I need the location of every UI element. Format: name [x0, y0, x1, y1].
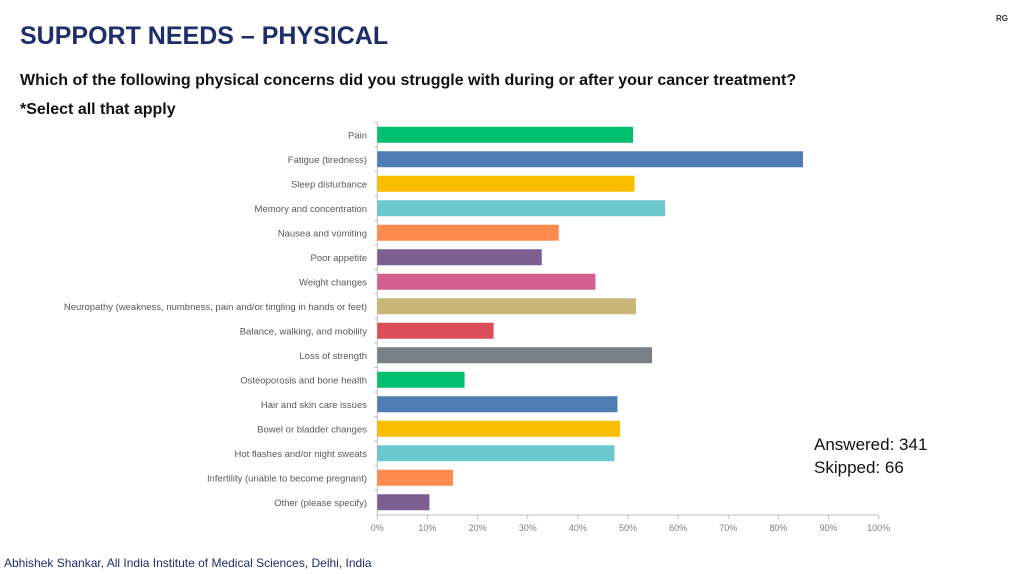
x-tick-label: 100% [867, 523, 890, 533]
bar [377, 469, 454, 486]
x-tick-label: 80% [769, 523, 787, 533]
category-label: Infertility (unable to become pregnant) [207, 473, 367, 484]
x-tick-label: 60% [669, 523, 687, 533]
category-label: Weight changes [299, 277, 367, 288]
bar [377, 224, 559, 241]
bar [377, 371, 465, 388]
category-label: Fatigue (tiredness) [288, 155, 367, 166]
category-label: Bowel or bladder changes [257, 424, 367, 435]
x-tick-label: 90% [820, 523, 838, 533]
question-text: Which of the following physical concerns… [20, 72, 797, 89]
bar [377, 420, 620, 437]
footer-credit: Abhishek Shankar, All India Institute of… [4, 556, 372, 570]
category-label: Sleep disturbance [291, 179, 367, 190]
answered-count: Answered: 341 [814, 435, 928, 454]
bar [377, 200, 666, 217]
x-tick-label: 50% [619, 523, 637, 533]
skipped-count: Skipped: 66 [814, 458, 904, 477]
category-label: Balance, walking, and mobility [240, 326, 368, 337]
category-label: Hair and skin care issues [261, 400, 367, 411]
category-label: Loss of strength [299, 351, 367, 362]
instruction-text: *Select all that apply [20, 101, 176, 118]
bar [377, 347, 653, 364]
x-tick-label: 20% [469, 523, 487, 533]
bar [377, 396, 618, 413]
x-tick-label: 70% [719, 523, 737, 533]
response-stats: Answered: 341 Skipped: 66 [814, 433, 927, 479]
category-label: Pain [348, 130, 367, 141]
bar [377, 126, 634, 143]
category-label: Osteoporosis and bone health [240, 375, 367, 386]
x-tick-label: 30% [519, 523, 537, 533]
category-label: Memory and concentration [255, 204, 367, 215]
category-label: Poor appetite [310, 253, 367, 264]
slide-title: SUPPORT NEEDS – PHYSICAL [20, 22, 389, 50]
bar [377, 249, 542, 266]
x-tick-label: 40% [569, 523, 587, 533]
x-tick-label: 0% [371, 523, 384, 533]
bar [377, 175, 635, 192]
category-label: Other (please specify) [274, 498, 367, 509]
bar [377, 298, 637, 315]
bar [377, 494, 430, 511]
bar [377, 273, 596, 290]
x-tick-label: 10% [418, 523, 436, 533]
category-label: Hot flashes and/or night sweats [234, 449, 367, 460]
corner-mark: RG [996, 14, 1008, 23]
bar [377, 322, 494, 339]
bar [377, 445, 615, 462]
category-label: Neuropathy (weakness, numbness, pain and… [64, 302, 367, 313]
category-label: Nausea and vomiting [278, 228, 367, 239]
bar [377, 151, 803, 168]
